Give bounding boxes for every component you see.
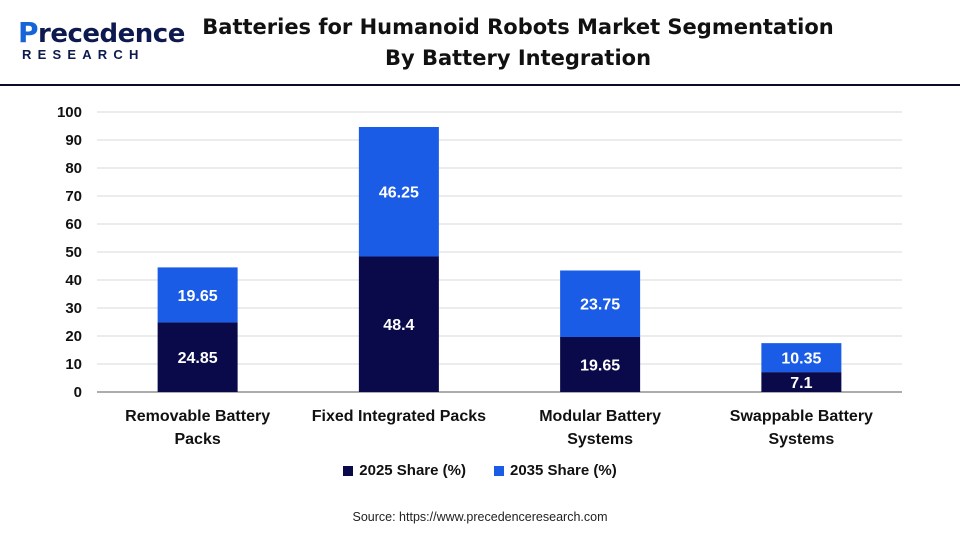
x-tick-label: Packs (174, 431, 220, 448)
x-tick-label: Fixed Integrated Packs (312, 408, 486, 425)
chart-title: Batteries for Humanoid Robots Market Seg… (200, 12, 836, 74)
y-tick-label: 40 (65, 272, 82, 289)
y-tick-label: 10 (65, 356, 82, 373)
y-tick-label: 80 (65, 160, 82, 177)
bar-segment (560, 336, 641, 392)
data-label: 10.35 (781, 351, 821, 368)
legend-label-2025: 2025 Share (%) (359, 462, 466, 479)
data-label: 19.65 (580, 357, 620, 374)
bar-segment (761, 372, 842, 392)
brand-logo: Precedence RESEARCH (18, 14, 185, 70)
stacked-bar-chart: 0 10 20 30 40 50 60 70 80 90 100 24.85 19.65 Removabl… (57, 104, 902, 448)
x-tick-label: Systems (768, 431, 834, 448)
logo-subtitle: RESEARCH (22, 47, 145, 62)
x-tick-label: Systems (567, 431, 633, 448)
y-tick-label: 90 (65, 132, 82, 149)
y-tick-label: 50 (65, 244, 82, 261)
bar-segment (358, 126, 439, 257)
chart-title-line-2: By Battery Integration (384, 46, 652, 70)
x-tick-label: Swappable Battery (730, 408, 873, 425)
chart-legend: 2025 Share (%) 2035 Share (%) (0, 462, 960, 479)
data-label: 24.85 (178, 350, 218, 367)
data-label: 19.65 (178, 288, 218, 305)
chart-title-line-1: Batteries for Humanoid Robots Market Seg… (202, 15, 834, 39)
legend-item-2025: 2025 Share (%) (343, 462, 466, 479)
bar-segment (157, 267, 238, 323)
y-tick-label: 100 (57, 104, 82, 121)
logo-wordmark: Precedence (18, 16, 185, 49)
bar-segment (560, 270, 641, 337)
source-note: Source: https://www.precedenceresearch.c… (352, 510, 608, 524)
x-tick-label: Removable Battery (125, 408, 270, 425)
y-tick-label: 60 (65, 216, 82, 233)
legend-label-2035: 2035 Share (%) (510, 462, 617, 479)
y-tick-label: 20 (65, 328, 82, 345)
logo-p-glyph: P (18, 16, 39, 49)
legend-swatch-2025 (343, 465, 354, 476)
legend-swatch-2035 (494, 465, 504, 476)
data-label: 7.1 (790, 375, 812, 392)
header: Precedence RESEARCH Batteries for Humano… (0, 0, 960, 86)
legend-item-2035: 2035 Share (%) (494, 462, 617, 479)
bar-segment (358, 256, 439, 392)
bar-segment (761, 343, 842, 373)
data-label: 46.25 (379, 185, 419, 202)
bar-segment (157, 322, 238, 392)
data-label: 23.75 (580, 297, 620, 314)
data-label: 48.4 (383, 317, 414, 334)
logo-wordmark-rest: recedence (38, 19, 185, 49)
y-tick-label: 70 (65, 188, 82, 205)
x-tick-label: Modular Battery (539, 408, 661, 425)
y-tick-label: 30 (65, 300, 82, 317)
y-tick-label: 0 (74, 384, 82, 401)
